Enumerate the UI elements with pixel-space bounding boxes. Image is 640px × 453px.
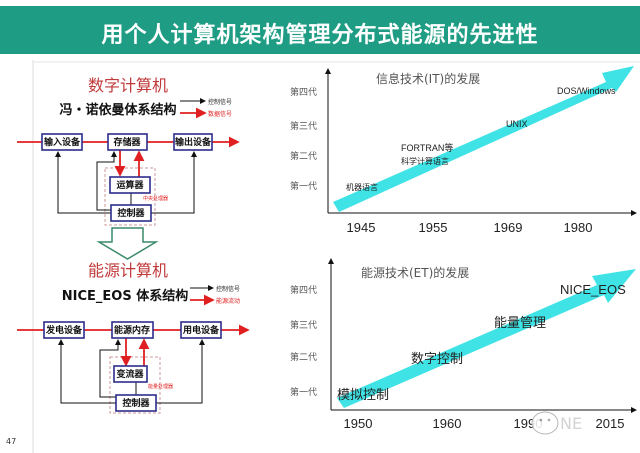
gen-label: 第二代: [290, 150, 317, 162]
year-tick: 2015: [596, 416, 625, 431]
trend-arrow: [337, 269, 636, 408]
year-tick: 1969: [494, 220, 523, 235]
page-number: 47: [6, 437, 16, 446]
von-neumann-diagram: 数字计算机 冯・诺依曼体系结构 控制信号 数据信号 输入设备 存储器 输出设备 …: [17, 76, 240, 226]
et-development-chart: 第四代 第三代 第二代 第一代 能源技术(ET)的发展 模拟控制 数字控制 能量…: [290, 258, 637, 431]
down-arrow-icon: [96, 227, 159, 260]
watermark: NE: [531, 411, 582, 435]
it-development-chart: 第四代 第三代 第二代 第一代 信息技术(IT)的发展 机器语言 FORTRAN…: [290, 66, 637, 235]
box-controller: 控制器: [117, 207, 145, 219]
gen-label: 第三代: [290, 319, 317, 331]
milestone: 能量管理: [494, 315, 546, 330]
milestone: UNIX: [506, 119, 528, 129]
cpu-label: 中央处理器: [143, 195, 168, 202]
trend-arrow: [333, 66, 634, 212]
legend-control: 控制信号: [216, 285, 240, 293]
milestone: 机器语言: [346, 182, 378, 192]
milestone: 模拟控制: [337, 387, 389, 402]
gen-label: 第二代: [290, 351, 317, 363]
gen-label: 第四代: [290, 86, 317, 98]
gen-label: 第四代: [290, 284, 317, 296]
milestone: DOS/Windows: [557, 86, 616, 96]
box-load: 用电设备: [182, 324, 220, 336]
energy-heading: 能源计算机: [88, 261, 168, 280]
slide-title: 用个人计算机架构管理分布式能源的先进性: [101, 23, 539, 48]
year-tick: 1955: [419, 220, 448, 235]
box-alu: 运算器: [116, 179, 144, 191]
nice-eos-diagram: 能源计算机 NICE_EOS 体系结构 控制信号 能源流动 发电设备 能源内存 …: [17, 261, 250, 414]
digital-subtitle: 冯・诺依曼体系结构: [59, 102, 176, 118]
legend-control: 控制信号: [208, 98, 232, 106]
milestone: 数字控制: [411, 351, 463, 366]
year-tick: 1960: [433, 416, 462, 431]
watermark-text: NE: [560, 414, 582, 433]
year-tick: 1945: [347, 220, 376, 235]
milestone: FORTRAN等: [401, 142, 453, 153]
milestone: NICE_EOS: [560, 282, 626, 297]
box-energy-memory: 能源内存: [114, 324, 150, 336]
year-tick: 1950: [344, 416, 373, 431]
it-chart-title: 信息技术(IT)的发展: [376, 71, 480, 86]
milestone: 科学计算语言: [401, 156, 449, 166]
year-tick: 1980: [564, 220, 593, 235]
box-controller: 控制器: [122, 397, 150, 409]
gen-label: 第三代: [290, 120, 317, 132]
gen-label: 第一代: [290, 180, 317, 192]
digital-heading: 数字计算机: [88, 76, 168, 95]
gen-label: 第一代: [290, 386, 317, 398]
box-output: 输出设备: [175, 136, 212, 148]
title-bar: 用个人计算机架构管理分布式能源的先进性: [0, 6, 640, 54]
box-input: 输入设备: [44, 136, 81, 148]
box-generator: 发电设备: [45, 324, 83, 336]
processor-label: 能量处理器: [148, 383, 173, 390]
energy-subtitle: NICE_EOS 体系结构: [62, 288, 188, 304]
legend-energy-flow: 能源流动: [216, 297, 240, 305]
box-memory: 存储器: [113, 136, 141, 148]
box-converter: 变流器: [116, 368, 144, 380]
legend-data: 数据信号: [208, 110, 232, 118]
et-chart-title: 能源技术(ET)的发展: [361, 265, 469, 280]
